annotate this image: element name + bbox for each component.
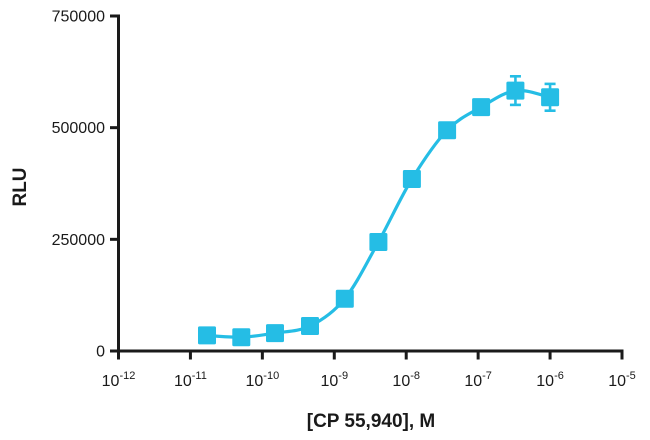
- x-tick-label: 10-9: [320, 370, 348, 390]
- data-point-marker: [506, 81, 525, 100]
- x-tick-label: 10-6: [536, 370, 564, 390]
- x-axis-label: [CP 55,940], M: [307, 411, 435, 432]
- y-tick-label: 500000: [52, 120, 105, 137]
- fit-curve: [205, 88, 552, 339]
- y-tick-label: 250000: [52, 232, 105, 249]
- data-point-marker: [369, 233, 388, 251]
- y-axis-label: RLU: [10, 167, 31, 206]
- x-tick-label: 10-8: [392, 370, 420, 390]
- data-point-marker: [301, 317, 319, 335]
- data-point-marker: [266, 324, 284, 343]
- x-tick-label: 10-11: [174, 370, 207, 390]
- data-point-marker: [335, 289, 354, 308]
- plot-area: 0 250000 500000 750000 10-12 10-11 10-10 10-9 10…: [52, 9, 636, 391]
- x-tick-label: 10-12: [102, 370, 136, 390]
- x-tick-label: 10-7: [464, 370, 492, 390]
- data-point-marker: [198, 326, 216, 345]
- data-point-marker: [541, 88, 560, 107]
- y-tick-label: 750000: [52, 9, 105, 26]
- y-tick-label: 0: [96, 344, 105, 361]
- x-tick-label: 10-5: [608, 370, 636, 390]
- data-point-marker: [472, 98, 491, 117]
- data-point-marker: [232, 328, 251, 347]
- data-point-marker: [438, 121, 457, 140]
- x-tick-label: 10-10: [246, 370, 280, 390]
- data-point-marker: [402, 170, 421, 188]
